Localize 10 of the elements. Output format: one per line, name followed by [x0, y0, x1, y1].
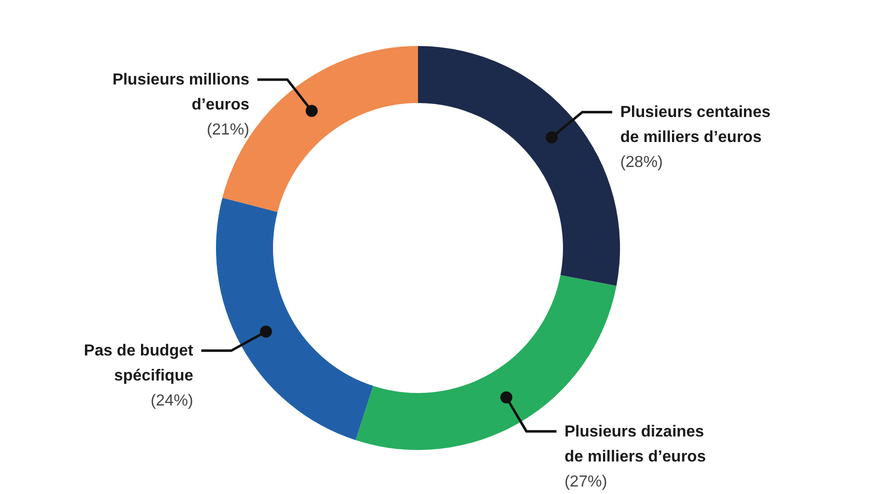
data-label: (21%): [206, 122, 250, 139]
slice-label: Plusieurs millions d’euros: [112, 72, 250, 114]
data-label: (24%): [150, 392, 194, 410]
slice-label: Pas de budget spécifique: [84, 342, 194, 385]
slice-label: Plusieurs dizaines de milliers d’euros: [564, 423, 706, 466]
data-label: (27%): [564, 473, 608, 490]
donut-slice: [216, 198, 374, 440]
data-label: (28%): [620, 154, 663, 172]
donut-slice: [418, 46, 620, 286]
slice-label: Plusieurs centaines de milliers d’euros: [620, 104, 771, 146]
